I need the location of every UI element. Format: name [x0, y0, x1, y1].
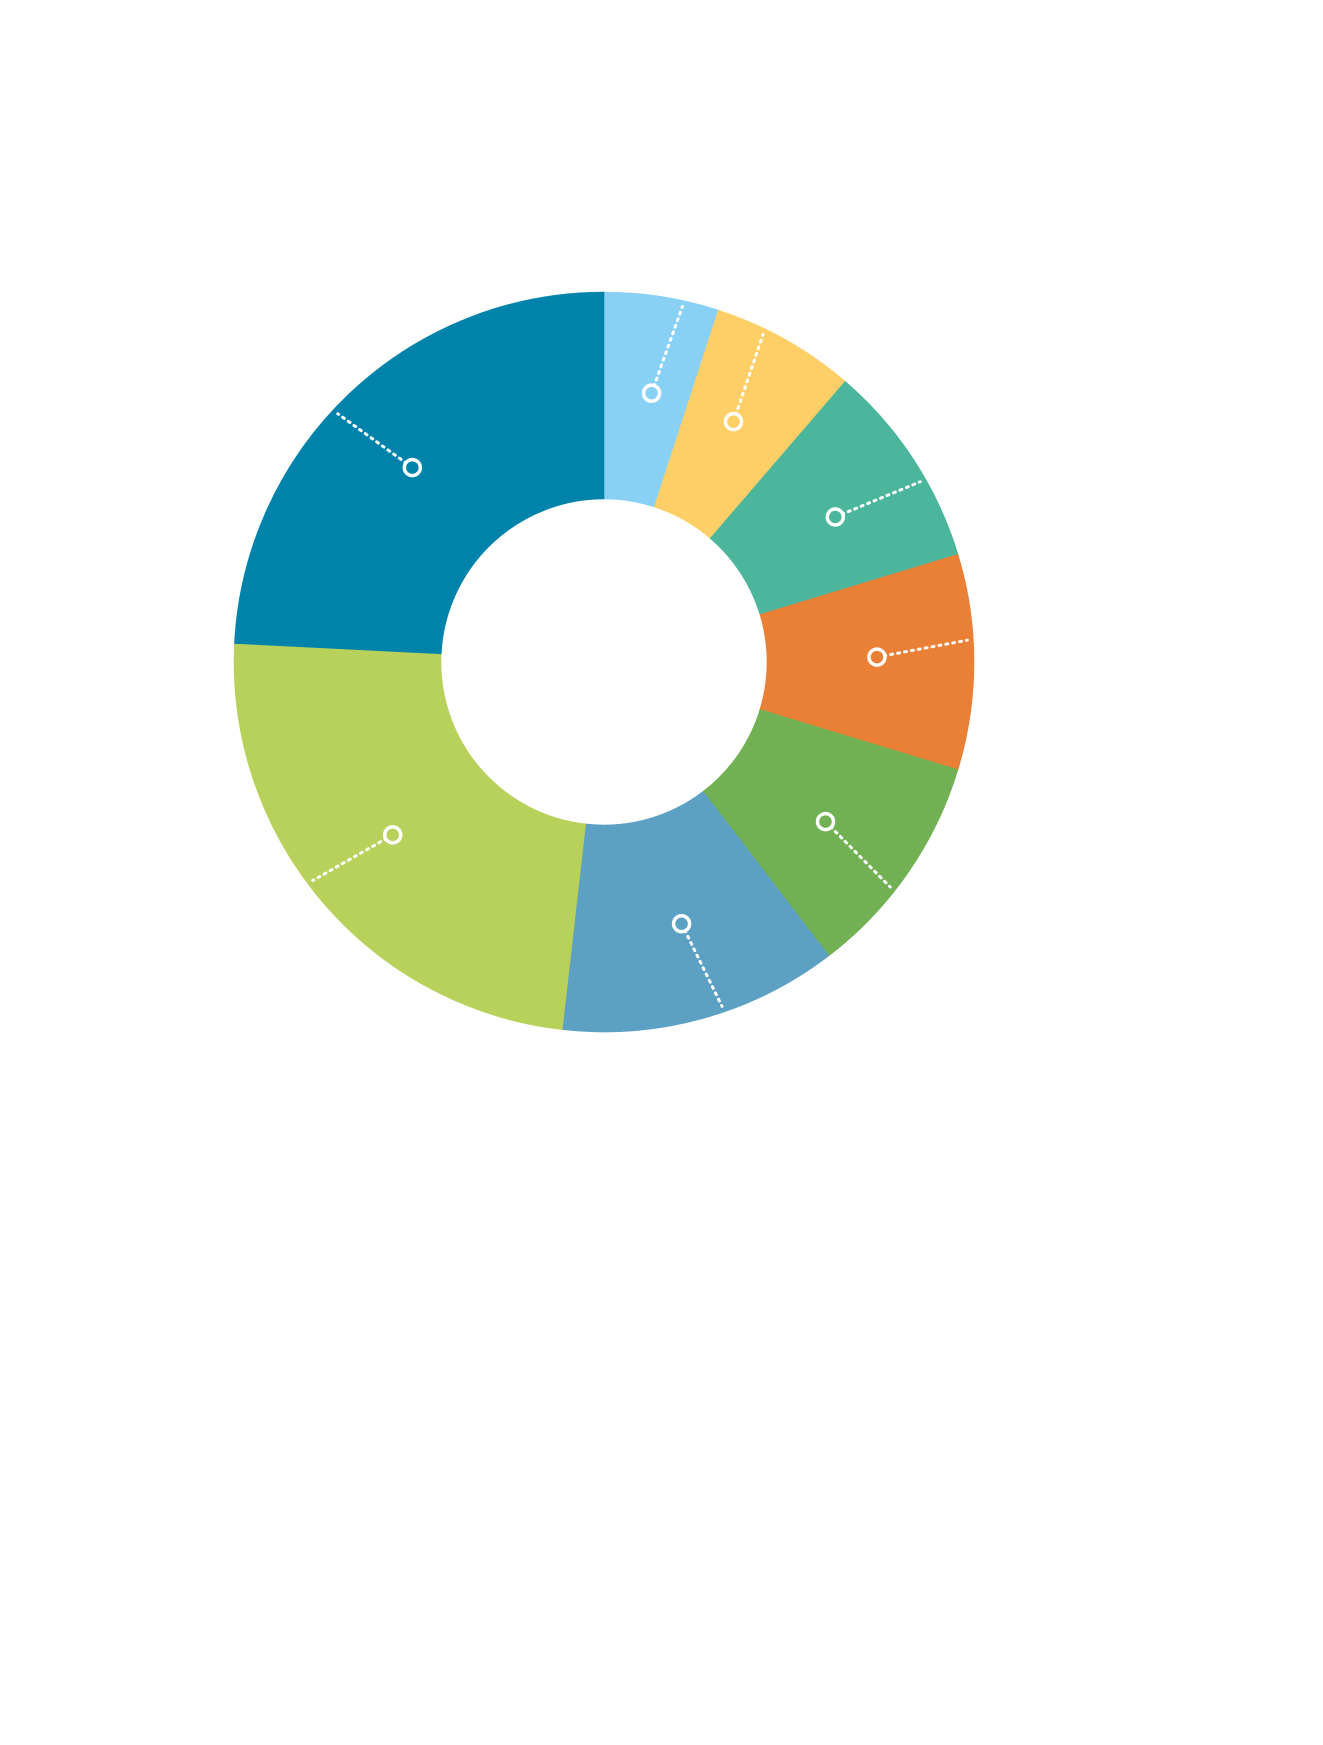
pie-slice	[561, 790, 830, 1033]
leader-line	[731, 333, 765, 424]
leader-line	[650, 305, 684, 395]
callout-marker	[867, 647, 887, 667]
slices-layer	[233, 291, 975, 1033]
pie-slice	[709, 380, 959, 615]
leader-line	[311, 833, 395, 882]
leader-line	[336, 412, 414, 470]
callout-marker	[641, 383, 662, 403]
callout-marker	[825, 507, 846, 527]
callout-marker	[671, 913, 692, 934]
pie-slice	[702, 709, 959, 957]
pie-slice	[233, 643, 586, 1030]
leader-line	[833, 480, 922, 519]
leader-line	[680, 922, 724, 1008]
callout-marker	[402, 457, 423, 478]
callout-marker	[815, 811, 836, 832]
callouts-layer	[311, 305, 969, 1008]
callout-marker	[723, 411, 744, 432]
leader-line	[875, 638, 969, 659]
callout-marker	[382, 825, 403, 845]
leader-line	[824, 820, 892, 889]
